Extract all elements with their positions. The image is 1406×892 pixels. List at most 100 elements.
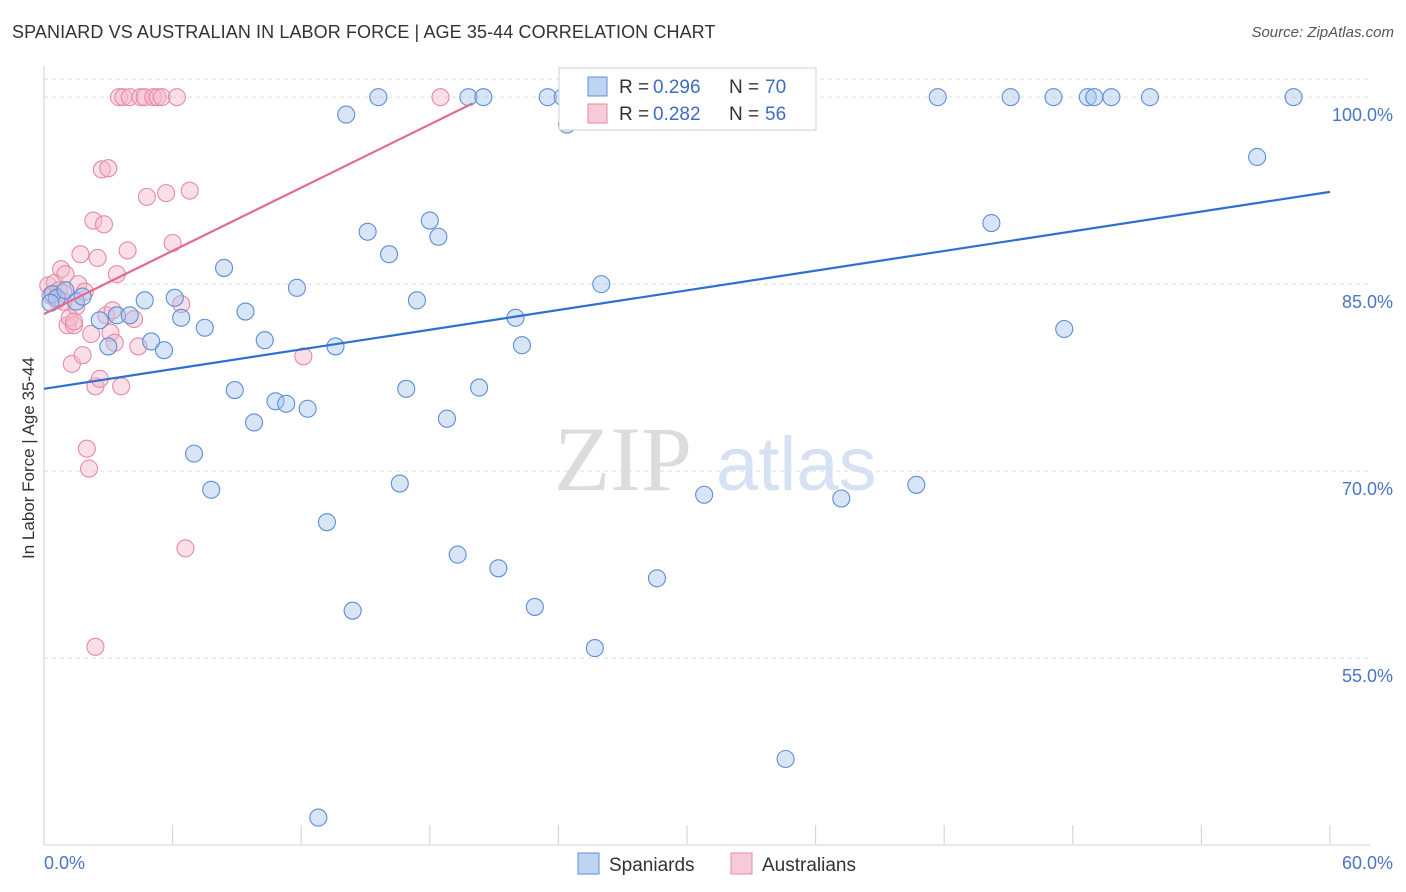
legend-n-value-1: 70 xyxy=(765,77,786,98)
watermark: ZIP atlas xyxy=(554,408,877,510)
australians-point-28 xyxy=(101,323,120,342)
spaniards-point-35 xyxy=(397,379,416,398)
watermark-atlas: atlas xyxy=(716,422,877,507)
spaniards-point-33 xyxy=(380,245,399,264)
spaniards-point-61 xyxy=(1055,319,1074,339)
spaniards-point-29 xyxy=(337,105,356,124)
spaniards-point-4 xyxy=(73,287,92,306)
spaniards-point-20 xyxy=(244,413,264,432)
spaniards-point-36 xyxy=(407,291,426,310)
spaniards-point-16 xyxy=(202,480,221,499)
australians-point-27 xyxy=(99,159,118,178)
spaniards-trend-line xyxy=(43,190,1331,390)
australians-point-50 xyxy=(180,181,199,200)
bottom-legend-swatch-spaniards xyxy=(577,852,600,875)
chart-title: SPANIARD VS AUSTRALIAN IN LABOR FORCE | … xyxy=(12,22,716,42)
spaniards-point-66 xyxy=(1248,147,1267,167)
spaniards-point-22 xyxy=(266,392,285,411)
australians-point-22 xyxy=(88,248,107,267)
spaniards-point-57 xyxy=(928,88,947,107)
australians-point-41 xyxy=(137,187,156,206)
spaniards-point-59 xyxy=(1001,88,1020,107)
spaniards-point-23 xyxy=(277,394,296,413)
spaniards-point-50 xyxy=(585,639,604,658)
spaniards-point-41 xyxy=(459,88,478,107)
australians-point-47 xyxy=(167,88,186,107)
spaniards-point-37 xyxy=(420,211,439,230)
spaniards-point-19 xyxy=(236,302,255,321)
spaniards-point-12 xyxy=(165,288,184,307)
spaniards-point-60 xyxy=(1044,88,1063,107)
australians-point-19 xyxy=(82,324,101,344)
spaniards-point-43 xyxy=(474,88,493,107)
y-tick-label-2: 85.0% xyxy=(1342,292,1393,312)
spaniards-point-47 xyxy=(525,597,544,616)
australians-point-20 xyxy=(84,211,103,230)
spaniards-point-27 xyxy=(317,513,336,532)
spaniards-point-25 xyxy=(298,399,317,418)
spaniards-point-21 xyxy=(255,331,274,350)
spaniards-point-42 xyxy=(470,378,489,397)
x-tick-label-1: 60.0% xyxy=(1342,853,1393,873)
x-tick-labels: 0.0% 60.0% xyxy=(44,853,1393,873)
australians-point-36 xyxy=(120,88,139,107)
spaniards-point-65 xyxy=(1140,88,1160,107)
spaniards-point-39 xyxy=(437,409,456,428)
legend-r-label-1: R = xyxy=(619,77,649,98)
x-tick-label-0: 0.0% xyxy=(44,853,85,873)
spaniards-point-6 xyxy=(99,337,118,356)
australians-point-35 xyxy=(118,241,137,260)
axes xyxy=(43,66,1370,846)
australians-point-24 xyxy=(92,160,111,179)
y-axis-label: In Labor Force | Age 35-44 xyxy=(19,357,38,559)
spaniards-point-14 xyxy=(184,444,204,463)
spaniards-point-26 xyxy=(309,808,328,827)
spaniards-point-58 xyxy=(982,213,1001,233)
australians-point-33 xyxy=(112,377,131,396)
y-tick-label-3: 100.0% xyxy=(1332,105,1393,125)
spaniards-point-38 xyxy=(429,227,448,246)
spaniards-point-32 xyxy=(369,88,388,107)
australians-point-17 xyxy=(77,439,96,458)
spaniards-point-34 xyxy=(390,474,409,493)
legend-n-label-2: N = xyxy=(729,104,759,125)
legend-r-label-2: R = xyxy=(619,104,649,125)
spaniards-point-9 xyxy=(135,291,154,310)
spaniards-point-13 xyxy=(172,308,191,327)
spaniards-point-28 xyxy=(326,337,345,356)
australians-point-7 xyxy=(56,265,75,284)
spaniards-point-5 xyxy=(90,311,109,330)
australians-point-43 xyxy=(148,88,167,107)
bottom-legend-label-spaniards: Spaniards xyxy=(609,855,695,876)
legend-swatch-spaniards xyxy=(587,76,608,97)
legend-n-label-1: N = xyxy=(729,77,759,98)
bottom-legend: Spaniards Australians xyxy=(577,852,856,876)
australians-point-52 xyxy=(431,88,450,107)
australians-points xyxy=(39,88,450,656)
spaniards-point-62 xyxy=(1078,88,1097,107)
spaniards-point-18 xyxy=(225,381,244,400)
legend-n-value-2: 56 xyxy=(765,104,786,125)
australians-point-45 xyxy=(157,184,176,203)
spaniards-point-64 xyxy=(1102,88,1121,107)
australians-point-15 xyxy=(73,346,92,365)
spaniards-point-44 xyxy=(489,559,508,578)
australians-point-32 xyxy=(109,88,129,107)
australians-point-18 xyxy=(79,459,99,478)
legend-swatch-australians xyxy=(587,103,608,124)
spaniards-point-48 xyxy=(538,88,557,107)
spaniards-point-46 xyxy=(512,336,532,355)
bottom-legend-swatch-australians xyxy=(730,852,753,875)
spaniards-point-2 xyxy=(56,281,75,300)
source-label: Source: ZipAtlas.com xyxy=(1251,24,1394,41)
spaniards-point-40 xyxy=(448,545,467,564)
spaniards-point-17 xyxy=(214,258,234,277)
spaniards-point-8 xyxy=(120,306,139,325)
spaniards-point-31 xyxy=(358,222,377,241)
australians-point-49 xyxy=(176,539,195,558)
spaniards-point-55 xyxy=(832,489,851,508)
australians-point-53 xyxy=(86,637,105,656)
spaniards-point-15 xyxy=(195,318,214,337)
spaniards-point-10 xyxy=(142,332,161,351)
